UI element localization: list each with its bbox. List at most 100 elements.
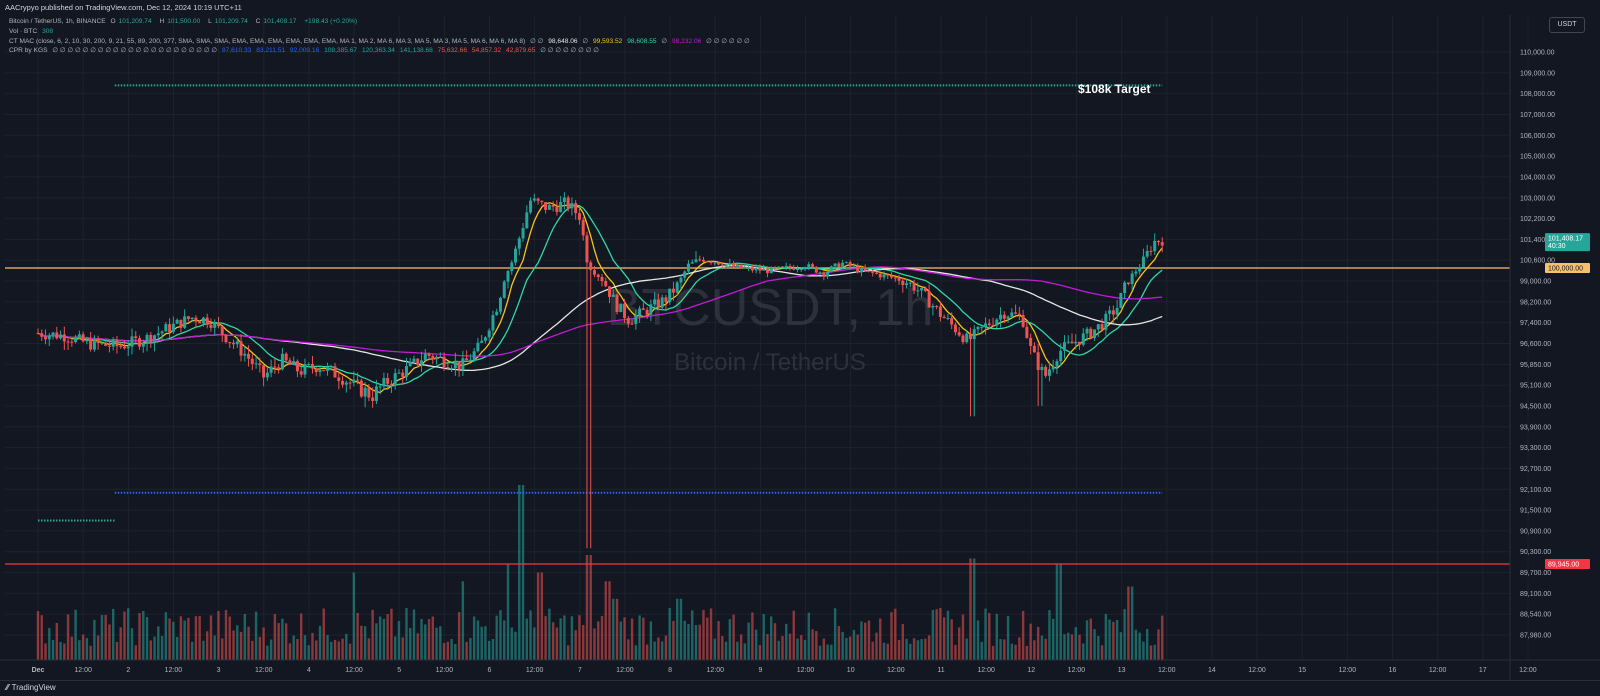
candle-body <box>232 342 236 345</box>
candle-body <box>322 370 326 372</box>
candle-body <box>536 198 540 201</box>
candle-body <box>780 266 784 268</box>
candle-body <box>709 261 713 263</box>
legend-cpr-label[interactable]: CPR by KGS <box>9 47 48 54</box>
volume-bar <box>78 640 81 660</box>
candle-body <box>732 263 736 267</box>
candle-body <box>333 366 337 378</box>
y-tick-label: 87,980.00 <box>1520 633 1551 640</box>
x-tick-label: 12:00 <box>345 667 363 674</box>
volume-bar <box>762 613 765 660</box>
candle-body <box>149 334 153 343</box>
legend-close: 101,408.17 <box>263 18 297 25</box>
volume-bar <box>243 614 246 660</box>
candle-body <box>468 359 472 361</box>
currency-button[interactable]: USDT <box>1549 17 1585 33</box>
volume-bar <box>341 638 344 660</box>
volume-bar <box>642 617 645 660</box>
watermark-title: BTCUSDT, 1h <box>607 279 934 337</box>
legend-volume-label[interactable]: Vol · BTC <box>9 28 38 35</box>
volume-bar <box>935 609 938 660</box>
volume-bar <box>627 639 630 660</box>
price-chart[interactable]: BTCUSDT, 1h Bitcoin / TetherUS $108k Tar… <box>0 15 1600 680</box>
y-tick-label: 102,200.00 <box>1520 216 1555 223</box>
candle-body <box>190 317 194 319</box>
candle-body <box>40 333 44 337</box>
volume-bar <box>875 632 878 660</box>
candle-body <box>1059 350 1063 362</box>
candle-body <box>773 267 777 269</box>
volume-bar <box>721 636 724 660</box>
volume-bar <box>976 620 980 660</box>
candle-body <box>273 366 277 368</box>
volume-bar <box>657 637 660 660</box>
candle-body <box>465 358 469 361</box>
legend-symbol[interactable]: Bitcoin / TetherUS, 1h, BINANCE <box>9 18 106 25</box>
candle-body <box>134 336 138 339</box>
volume-bar <box>157 626 160 660</box>
candle-body <box>1134 271 1138 274</box>
candle-body <box>912 282 916 291</box>
candle-body <box>216 322 220 327</box>
candle-body <box>615 294 619 313</box>
y-tick-label: 93,900.00 <box>1520 424 1551 431</box>
y-tick-label: 92,100.00 <box>1520 487 1551 494</box>
x-tick-label: 12:00 <box>1158 667 1176 674</box>
candle-body <box>739 264 743 268</box>
publish-info: AACrypyo published on TradingView.com, D… <box>5 3 242 12</box>
x-tick-label: 10 <box>847 667 855 674</box>
candle-body <box>551 204 555 207</box>
candle-body <box>408 361 412 367</box>
candle-body <box>277 367 281 370</box>
x-tick-label: 9 <box>758 667 762 674</box>
volume-bar <box>743 643 747 660</box>
legend-cpr-v9: 42,879.65 <box>506 47 536 54</box>
price-axis[interactable]: 110,000.00 109,000.00 108,000.00 107,000.00… <box>1509 15 1555 680</box>
volume-bar <box>600 616 604 660</box>
candle-body <box>769 267 773 274</box>
volume-bar <box>894 608 897 660</box>
candle-body <box>59 334 63 339</box>
candle-body <box>529 200 533 213</box>
candle-body <box>784 265 788 267</box>
legend-mac-label[interactable]: CT MAC (close, 6, 2, 10, 30, 200, 9, 21,… <box>9 38 526 45</box>
time-axis[interactable]: Dec 12:00 2 12:00 3 12:00 4 12:00 5 12:00 6 12:00 7 1… <box>0 659 1600 674</box>
y-tick-label: 92,700.00 <box>1520 466 1551 473</box>
candle-body <box>574 203 578 214</box>
candle-body <box>438 356 442 358</box>
candle-body <box>262 365 266 378</box>
volume-bar <box>318 625 322 660</box>
volume-bar <box>1123 609 1126 660</box>
volume-bar <box>965 638 968 660</box>
candle-body <box>1126 282 1130 284</box>
candle-body <box>74 337 78 343</box>
volume-bar <box>950 619 953 660</box>
legend-mac-line: CT MAC (close, 6, 2, 10, 30, 200, 9, 21,… <box>9 37 753 45</box>
candle-body <box>168 324 172 333</box>
y-tick-label: 109,000.00 <box>1520 70 1555 77</box>
volume-bar <box>1059 563 1062 660</box>
candle-body <box>679 277 683 283</box>
volume-bar <box>687 623 690 660</box>
candle-body <box>803 267 807 270</box>
volume-bar <box>1003 639 1006 660</box>
chart-area[interactable]: BTCUSDT, 1h Bitcoin / TetherUS $108k Tar… <box>0 15 1600 680</box>
candle-body <box>762 268 766 271</box>
volume-bar <box>367 638 371 660</box>
tradingview-logo[interactable]: ⁄⁄ TradingView <box>6 683 56 692</box>
candle-body <box>581 219 585 236</box>
candle-body <box>923 288 927 292</box>
volume-bar <box>574 630 577 660</box>
y-tick-label: 99,000.00 <box>1520 279 1551 286</box>
candle-body <box>397 372 401 374</box>
volume-bar <box>777 640 780 660</box>
volume-bar <box>924 638 927 660</box>
volume-bar <box>202 640 205 660</box>
volume-bar <box>397 620 401 660</box>
candle-body <box>1029 337 1033 346</box>
volume-bar <box>190 641 194 660</box>
candle-body <box>1145 250 1149 257</box>
x-tick-label: 12:00 <box>1519 667 1537 674</box>
candle-body <box>431 355 435 360</box>
x-tick-label: 12:00 <box>797 667 815 674</box>
